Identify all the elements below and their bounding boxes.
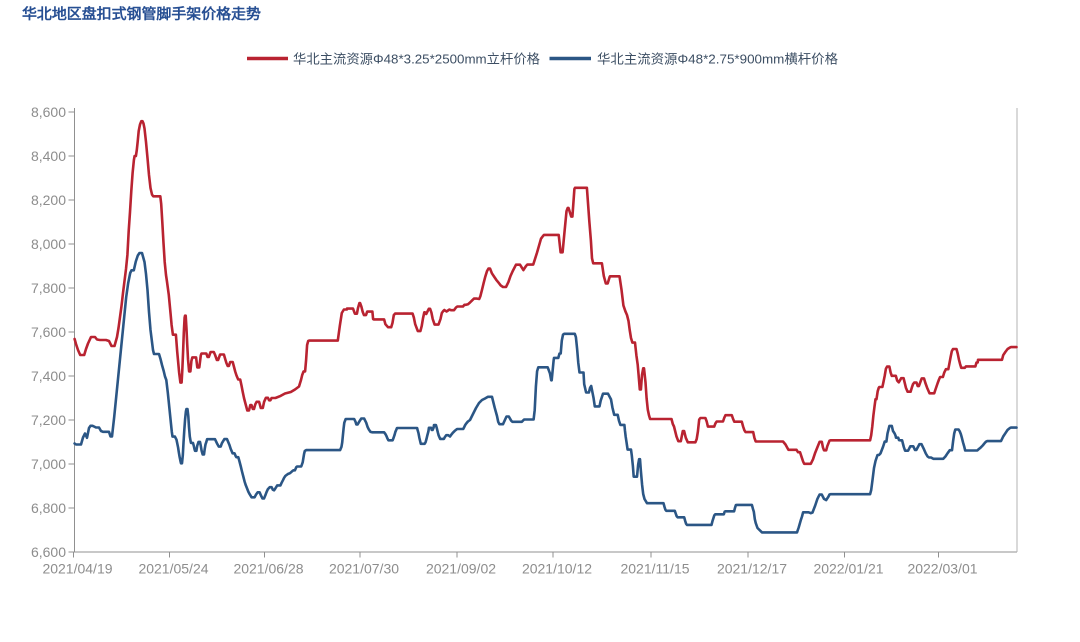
svg-text:2021/07/30: 2021/07/30 <box>329 561 399 577</box>
svg-text:2021/06/28: 2021/06/28 <box>233 561 303 577</box>
svg-text:8,600: 8,600 <box>31 104 66 120</box>
svg-text:6,600: 6,600 <box>31 544 66 560</box>
svg-text:6,800: 6,800 <box>31 500 66 516</box>
svg-text:7,800: 7,800 <box>31 280 66 296</box>
svg-text:2022/03/01: 2022/03/01 <box>907 561 977 577</box>
svg-text:7,000: 7,000 <box>31 456 66 472</box>
svg-text:2021/05/24: 2021/05/24 <box>138 561 208 577</box>
svg-text:华北主流资源Φ48*2.75*900mm横杆价格: 华北主流资源Φ48*2.75*900mm横杆价格 <box>597 52 838 67</box>
svg-text:2021/10/12: 2021/10/12 <box>522 561 592 577</box>
svg-text:华北主流资源Φ48*3.25*2500mm立杆价格: 华北主流资源Φ48*3.25*2500mm立杆价格 <box>293 52 540 67</box>
svg-text:7,200: 7,200 <box>31 412 66 428</box>
svg-text:8,000: 8,000 <box>31 236 66 252</box>
svg-text:2021/12/17: 2021/12/17 <box>717 561 787 577</box>
svg-text:7,400: 7,400 <box>31 368 66 384</box>
svg-text:8,200: 8,200 <box>31 192 66 208</box>
svg-text:2021/09/02: 2021/09/02 <box>426 561 496 577</box>
svg-text:华北地区盘扣式钢管脚手架价格走势: 华北地区盘扣式钢管脚手架价格走势 <box>22 5 262 23</box>
svg-text:2021/04/19: 2021/04/19 <box>42 561 112 577</box>
svg-text:8,400: 8,400 <box>31 148 66 164</box>
svg-text:7,600: 7,600 <box>31 324 66 340</box>
svg-text:2022/01/21: 2022/01/21 <box>813 561 883 577</box>
svg-text:2021/11/15: 2021/11/15 <box>620 561 689 577</box>
